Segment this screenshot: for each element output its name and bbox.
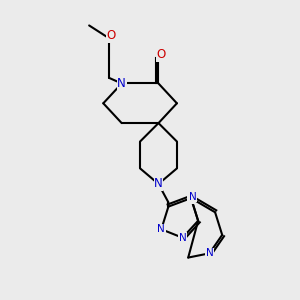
Text: N: N bbox=[179, 233, 186, 243]
Text: N: N bbox=[187, 193, 195, 203]
Text: N: N bbox=[158, 224, 165, 234]
Text: N: N bbox=[154, 178, 163, 190]
Text: N: N bbox=[117, 77, 126, 90]
Text: N: N bbox=[206, 248, 213, 258]
Text: O: O bbox=[156, 48, 165, 61]
Text: N: N bbox=[189, 192, 196, 202]
Text: O: O bbox=[106, 29, 116, 42]
